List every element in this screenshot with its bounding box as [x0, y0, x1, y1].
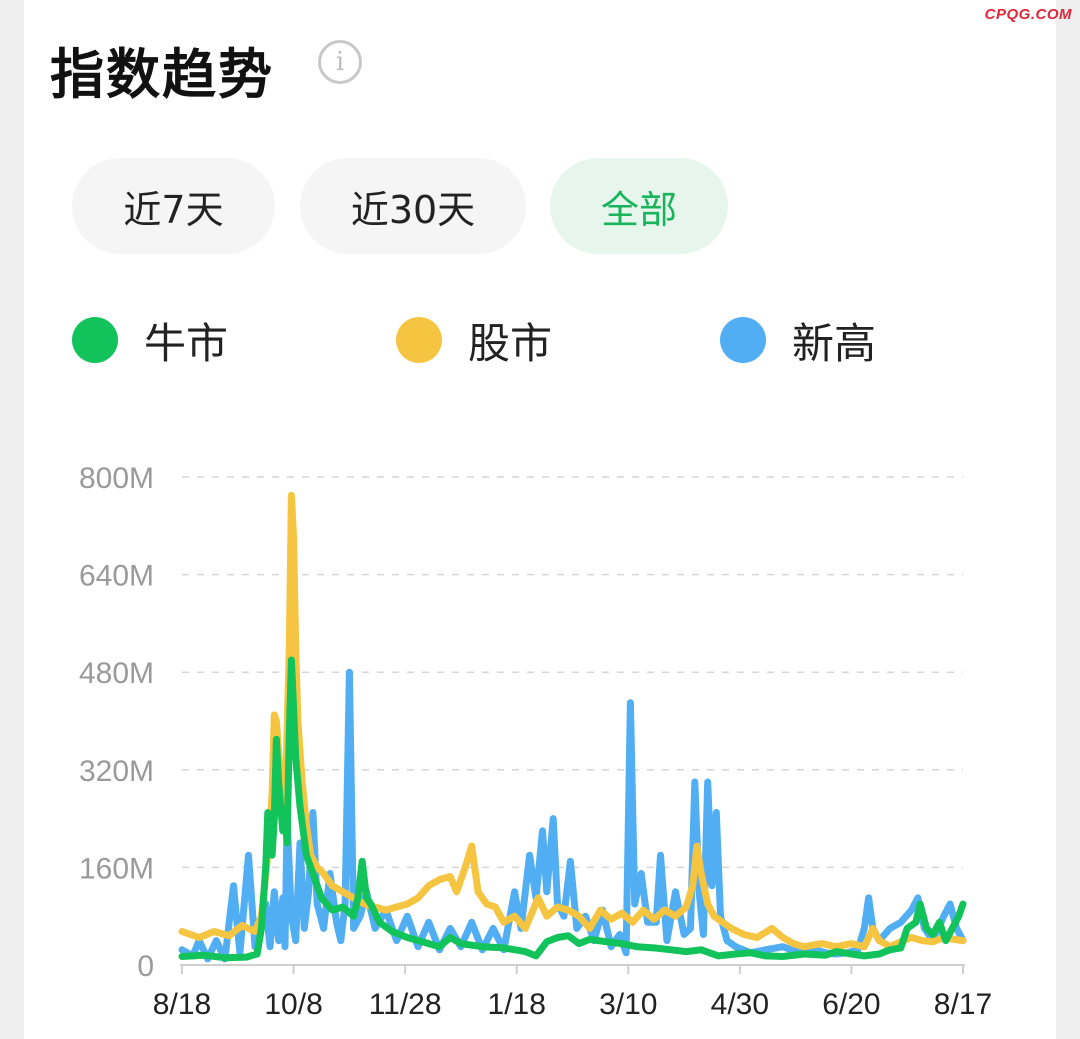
legend-label-stock: 股市: [468, 318, 553, 368]
series-line-stock: [178, 491, 967, 951]
x-tick-label: 6/20: [822, 988, 880, 1021]
x-tick-label: 4/30: [711, 988, 769, 1021]
legend-item-stock[interactable]: 股市: [396, 312, 552, 368]
legend-label-new-high: 新高: [792, 318, 877, 368]
y-tick-label: 0: [137, 950, 154, 983]
legend-item-new-high[interactable]: 新高: [720, 312, 876, 368]
tab-all[interactable]: 全部: [550, 158, 728, 254]
info-icon[interactable]: i: [318, 40, 362, 84]
series-line-bull: [178, 656, 967, 962]
y-tick-label: 160M: [79, 852, 154, 885]
y-tick-label: 800M: [79, 462, 154, 495]
y-tick-label: 320M: [79, 755, 154, 788]
y-tick-label: 640M: [79, 560, 154, 593]
tab-30-days[interactable]: 近30天: [300, 158, 526, 254]
page-title: 指数趋势: [50, 43, 274, 106]
legend-item-bull[interactable]: 牛市: [72, 312, 228, 368]
legend-label-bull: 牛市: [144, 318, 229, 368]
x-tick-label: 8/17: [934, 988, 992, 1021]
legend-dot-stock: [396, 317, 442, 363]
legend-dot-new-high: [720, 317, 766, 363]
x-tick-label: 3/10: [599, 988, 657, 1021]
x-tick-label: 10/8: [264, 988, 322, 1021]
x-tick-label: 1/18: [488, 988, 546, 1021]
legend-dot-bull: [72, 317, 118, 363]
watermark: CPQG.COM: [984, 6, 1072, 23]
x-tick-label: 8/18: [153, 988, 211, 1021]
y-tick-label: 480M: [79, 657, 154, 690]
series-line-new-high: [178, 668, 967, 963]
x-tick-label: 11/28: [369, 988, 442, 1021]
tab-7-days[interactable]: 近7天: [72, 158, 275, 254]
